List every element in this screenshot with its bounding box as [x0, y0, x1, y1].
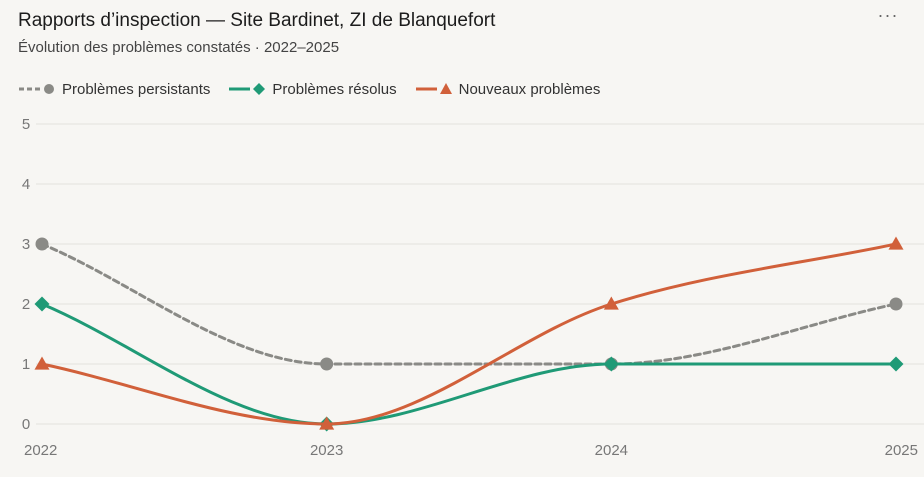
data-point-resolus[interactable]: [34, 296, 50, 312]
legend-label-persistants: Problèmes persistants: [62, 80, 211, 98]
data-point-nouveaux[interactable]: [34, 356, 50, 370]
legend-swatch-resolus-icon: [229, 83, 266, 95]
data-point-persistants[interactable]: [320, 357, 334, 371]
gridlines: [36, 123, 924, 425]
x-tick-label: 2023: [310, 442, 343, 459]
x-tick-label: 2022: [24, 442, 57, 459]
x-tick-label: 2024: [595, 442, 628, 459]
legend-swatch-persistants-icon: [19, 84, 54, 94]
legend-swatch-nouveaux-icon: [415, 83, 452, 94]
series-line-persistants[interactable]: [40, 242, 898, 366]
y-tick-label: 5: [22, 116, 30, 133]
series-line-nouveaux[interactable]: [40, 242, 898, 426]
legend-item-nouveaux[interactable]: Nouveaux problèmes: [415, 80, 601, 98]
legend-label-resolus: Problèmes résolus: [272, 80, 397, 98]
more-options-icon[interactable]: ···: [877, 5, 899, 25]
data-point-resolus[interactable]: [603, 356, 619, 372]
series-nouveaux: [34, 236, 904, 430]
series-line-resolus[interactable]: [40, 302, 898, 426]
y-tick-label: 1: [22, 356, 30, 373]
legend-item-resolus[interactable]: Problèmes résolus: [228, 80, 397, 98]
data-point-nouveaux[interactable]: [319, 416, 335, 430]
data-point-nouveaux[interactable]: [888, 236, 904, 250]
legend-item-persistants[interactable]: Problèmes persistants: [18, 81, 210, 98]
y-tick-label: 2: [22, 296, 30, 313]
chart-title: Rapports d’inspection — Site Bardinet, Z…: [18, 10, 496, 31]
data-point-persistants[interactable]: [35, 237, 49, 251]
data-point-persistants[interactable]: [889, 297, 903, 311]
x-tick-label: 2025: [885, 442, 918, 459]
chart-legend: Problèmes persistants Problèmes résolus …: [18, 78, 618, 100]
data-point-nouveaux[interactable]: [603, 296, 619, 310]
y-tick-label: 4: [22, 176, 30, 193]
data-point-resolus[interactable]: [888, 356, 904, 372]
y-tick-label: 3: [22, 236, 30, 253]
legend-label-nouveaux: Nouveaux problèmes: [458, 80, 601, 98]
y-tick-label: 0: [22, 416, 30, 433]
chart-subtitle: Évolution des problèmes constatés · 2022…: [18, 39, 340, 56]
